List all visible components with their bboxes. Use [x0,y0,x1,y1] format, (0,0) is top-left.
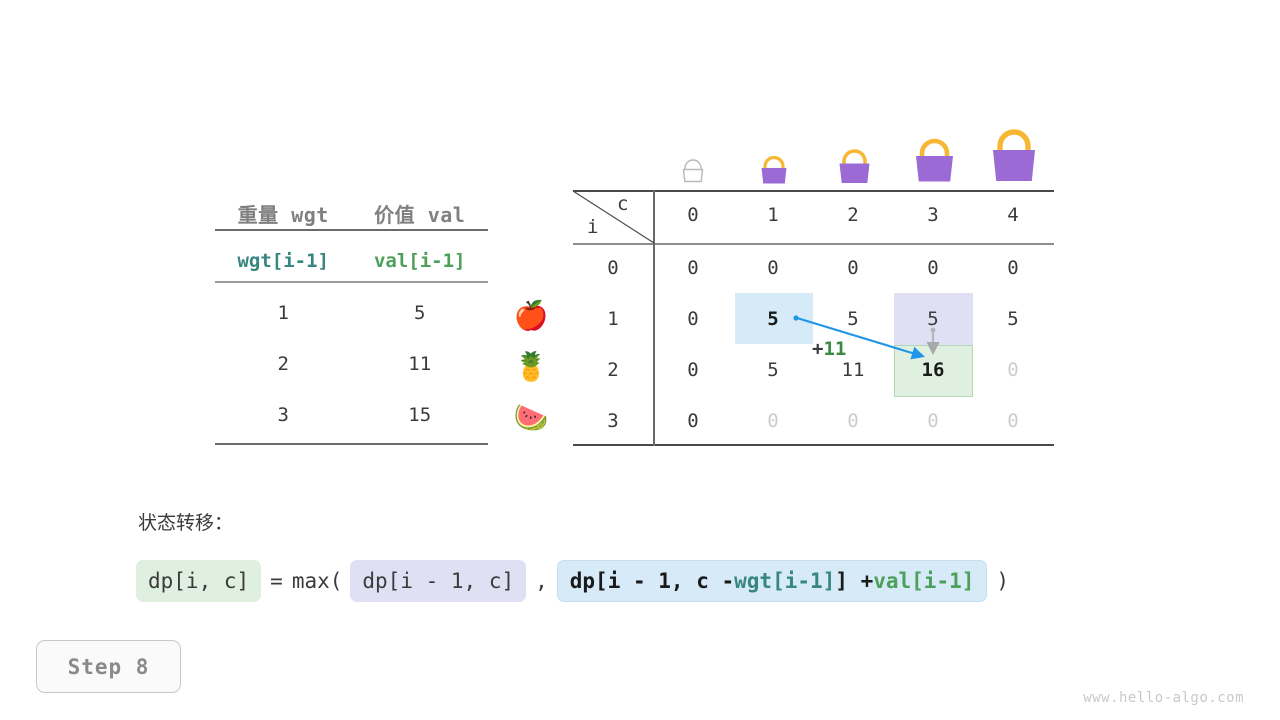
dp-corner-label-i: i [587,216,599,238]
dp-cell-3-0: 0 [687,410,699,432]
dp-cell-1-4: 5 [1007,308,1019,330]
annotation-plus-value: +11 [812,338,846,360]
dp-col-header-2: 2 [847,204,859,226]
formula-option-take-wgt: wgt[i-1] [734,569,836,593]
transition-formula: dp[i, c] = max( dp[i - 1, c] , dp[i - 1,… [136,560,1018,602]
item-table-subheader-val: val[i-1] [373,250,466,272]
item-table-subheader-row: wgt[i-1] val[i-1] [215,241,488,281]
dp-cell-1-3: 5 [927,308,939,330]
item-table-header-weight: 重量 wgt [237,202,329,227]
dp-cell-0-1: 0 [767,257,779,279]
bag-icon-4 [993,129,1035,181]
dp-cell-0-3: 0 [927,257,939,279]
item-table-subheader-wgt: wgt[i-1] [237,250,329,272]
item-wgt-1: 1 [277,302,289,324]
annotation-sign: + [812,338,824,360]
item-val-2: 11 [408,353,432,375]
step-badge: Step 8 [36,640,181,693]
bag-icon-2 [839,149,870,183]
bag-icon-0 [682,159,704,183]
item-table-rule-top [215,229,488,231]
dp-cell-3-4: 0 [1007,410,1019,432]
item-table-row: 1 5 [215,293,488,333]
item-val-1: 5 [414,302,426,324]
dp-row-header-1: 1 [607,308,619,330]
dp-cell-2-4: 0 [1007,359,1019,381]
item-wgt-2: 2 [277,353,289,375]
bag-icon-3 [916,138,953,182]
dp-table: c i 0 1 2 3 4 0 1 2 3 0 0 0 0 0 0 5 5 5 … [572,190,1054,446]
dp-cell-3-3: 0 [927,410,939,432]
formula-max-open: max( [291,569,343,593]
dp-table-rule-header [573,243,1054,245]
dp-cell-1-2: 5 [847,308,859,330]
dp-cell-3-2: 0 [847,410,859,432]
item-wgt-3: 3 [277,404,289,426]
dp-cell-3-1: 0 [767,410,779,432]
formula-target: dp[i, c] [136,560,262,602]
formula-option-take-mid: ] + [835,569,874,593]
item-table-row: 2 11 [215,344,488,384]
formula-option-skip: dp[i - 1, c] [350,560,527,602]
dp-row-header-0: 0 [607,257,619,279]
watermark: www.hello-algo.com [1083,690,1244,706]
apple-icon: 🍎 [513,299,549,332]
bag-icon-1 [761,155,787,184]
dp-table-corner-diagonal-icon [572,190,655,244]
formula-option-take-val: val[i-1] [873,569,975,593]
dp-row-header-2: 2 [607,359,619,381]
item-val-3: 15 [408,404,432,426]
formula-equals: = [270,569,283,593]
item-table-rule-bottom [215,443,488,445]
item-table-header-row: 重量 wgt 价值 val [215,193,488,233]
transition-title: 状态转移： [138,512,234,534]
dp-row-header-3: 3 [607,410,619,432]
formula-option-take-prefix: dp[i - 1, c - [569,569,735,593]
annotation-number: 11 [823,338,847,360]
dp-table-rule-bottom [573,444,1054,446]
dp-col-header-3: 3 [927,204,939,226]
watermelon-icon: 🍉 [513,401,549,434]
item-table-header-value: 价值 val [374,202,466,227]
pineapple-icon: 🍍 [513,350,549,383]
item-table-row: 3 15 [215,395,488,435]
dp-cell-1-0: 0 [687,308,699,330]
dp-cell-0-4: 0 [1007,257,1019,279]
dp-col-header-0: 0 [687,204,699,226]
dp-table-rule-top [573,190,1054,192]
dp-cell-2-3: 16 [921,359,945,381]
dp-cell-0-2: 0 [847,257,859,279]
dp-cell-2-1: 5 [767,359,779,381]
dp-corner-label-c: c [617,193,629,215]
dp-col-header-4: 4 [1007,204,1019,226]
dp-table-vertical-divider [653,190,655,446]
formula-option-take: dp[i - 1, c - wgt[i-1]] + val[i-1] [556,560,988,602]
dp-col-header-1: 1 [767,204,779,226]
dp-cell-2-0: 0 [687,359,699,381]
dp-cell-1-1: 5 [767,308,779,330]
formula-comma: , [535,569,548,593]
dp-cell-0-0: 0 [687,257,699,279]
item-table-rule-middle [215,281,488,283]
formula-close-paren: ) [996,569,1010,593]
dp-cell-2-2: 11 [841,359,865,381]
